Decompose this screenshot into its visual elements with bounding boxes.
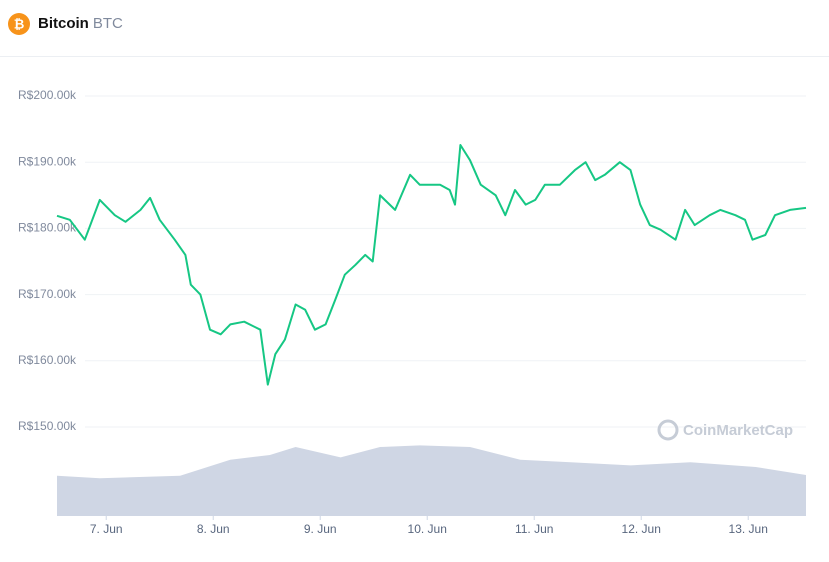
x-tick-label: 11. Jun	[515, 522, 553, 536]
y-tick-label: R$160.00k	[18, 353, 77, 367]
coin-title: Bitcoin BTC	[38, 15, 123, 32]
x-tick-label: 8. Jun	[197, 522, 230, 536]
x-tick-label: 10. Jun	[408, 522, 447, 536]
y-tick-label: R$150.00k	[18, 419, 77, 433]
watermark-icon	[657, 419, 679, 441]
x-tick-label: 12. Jun	[622, 522, 661, 536]
chart: R$150.00k R$160.00k R$170.00k R$180.00k R$19…	[18, 88, 807, 536]
x-tick-label: 7. Jun	[90, 522, 123, 536]
volume-area	[57, 445, 806, 515]
watermark: CoinMarketCap	[683, 422, 793, 439]
x-tick-label: 9. Jun	[304, 522, 337, 536]
coin-symbol: BTC	[93, 15, 123, 32]
y-tick-label: R$200.00k	[18, 88, 77, 102]
coin-icon-glyph: ₿	[14, 16, 25, 31]
price-line	[56, 144, 807, 386]
header	[0, 0, 829, 56]
coin-name: Bitcoin	[38, 15, 89, 32]
y-tick-label: R$190.00k	[18, 154, 77, 168]
x-tick-label: 13. Jun	[729, 522, 768, 536]
y-tick-label: R$180.00k	[18, 221, 77, 235]
y-tick-label: R$170.00k	[18, 287, 77, 301]
coin-icon	[8, 13, 30, 35]
